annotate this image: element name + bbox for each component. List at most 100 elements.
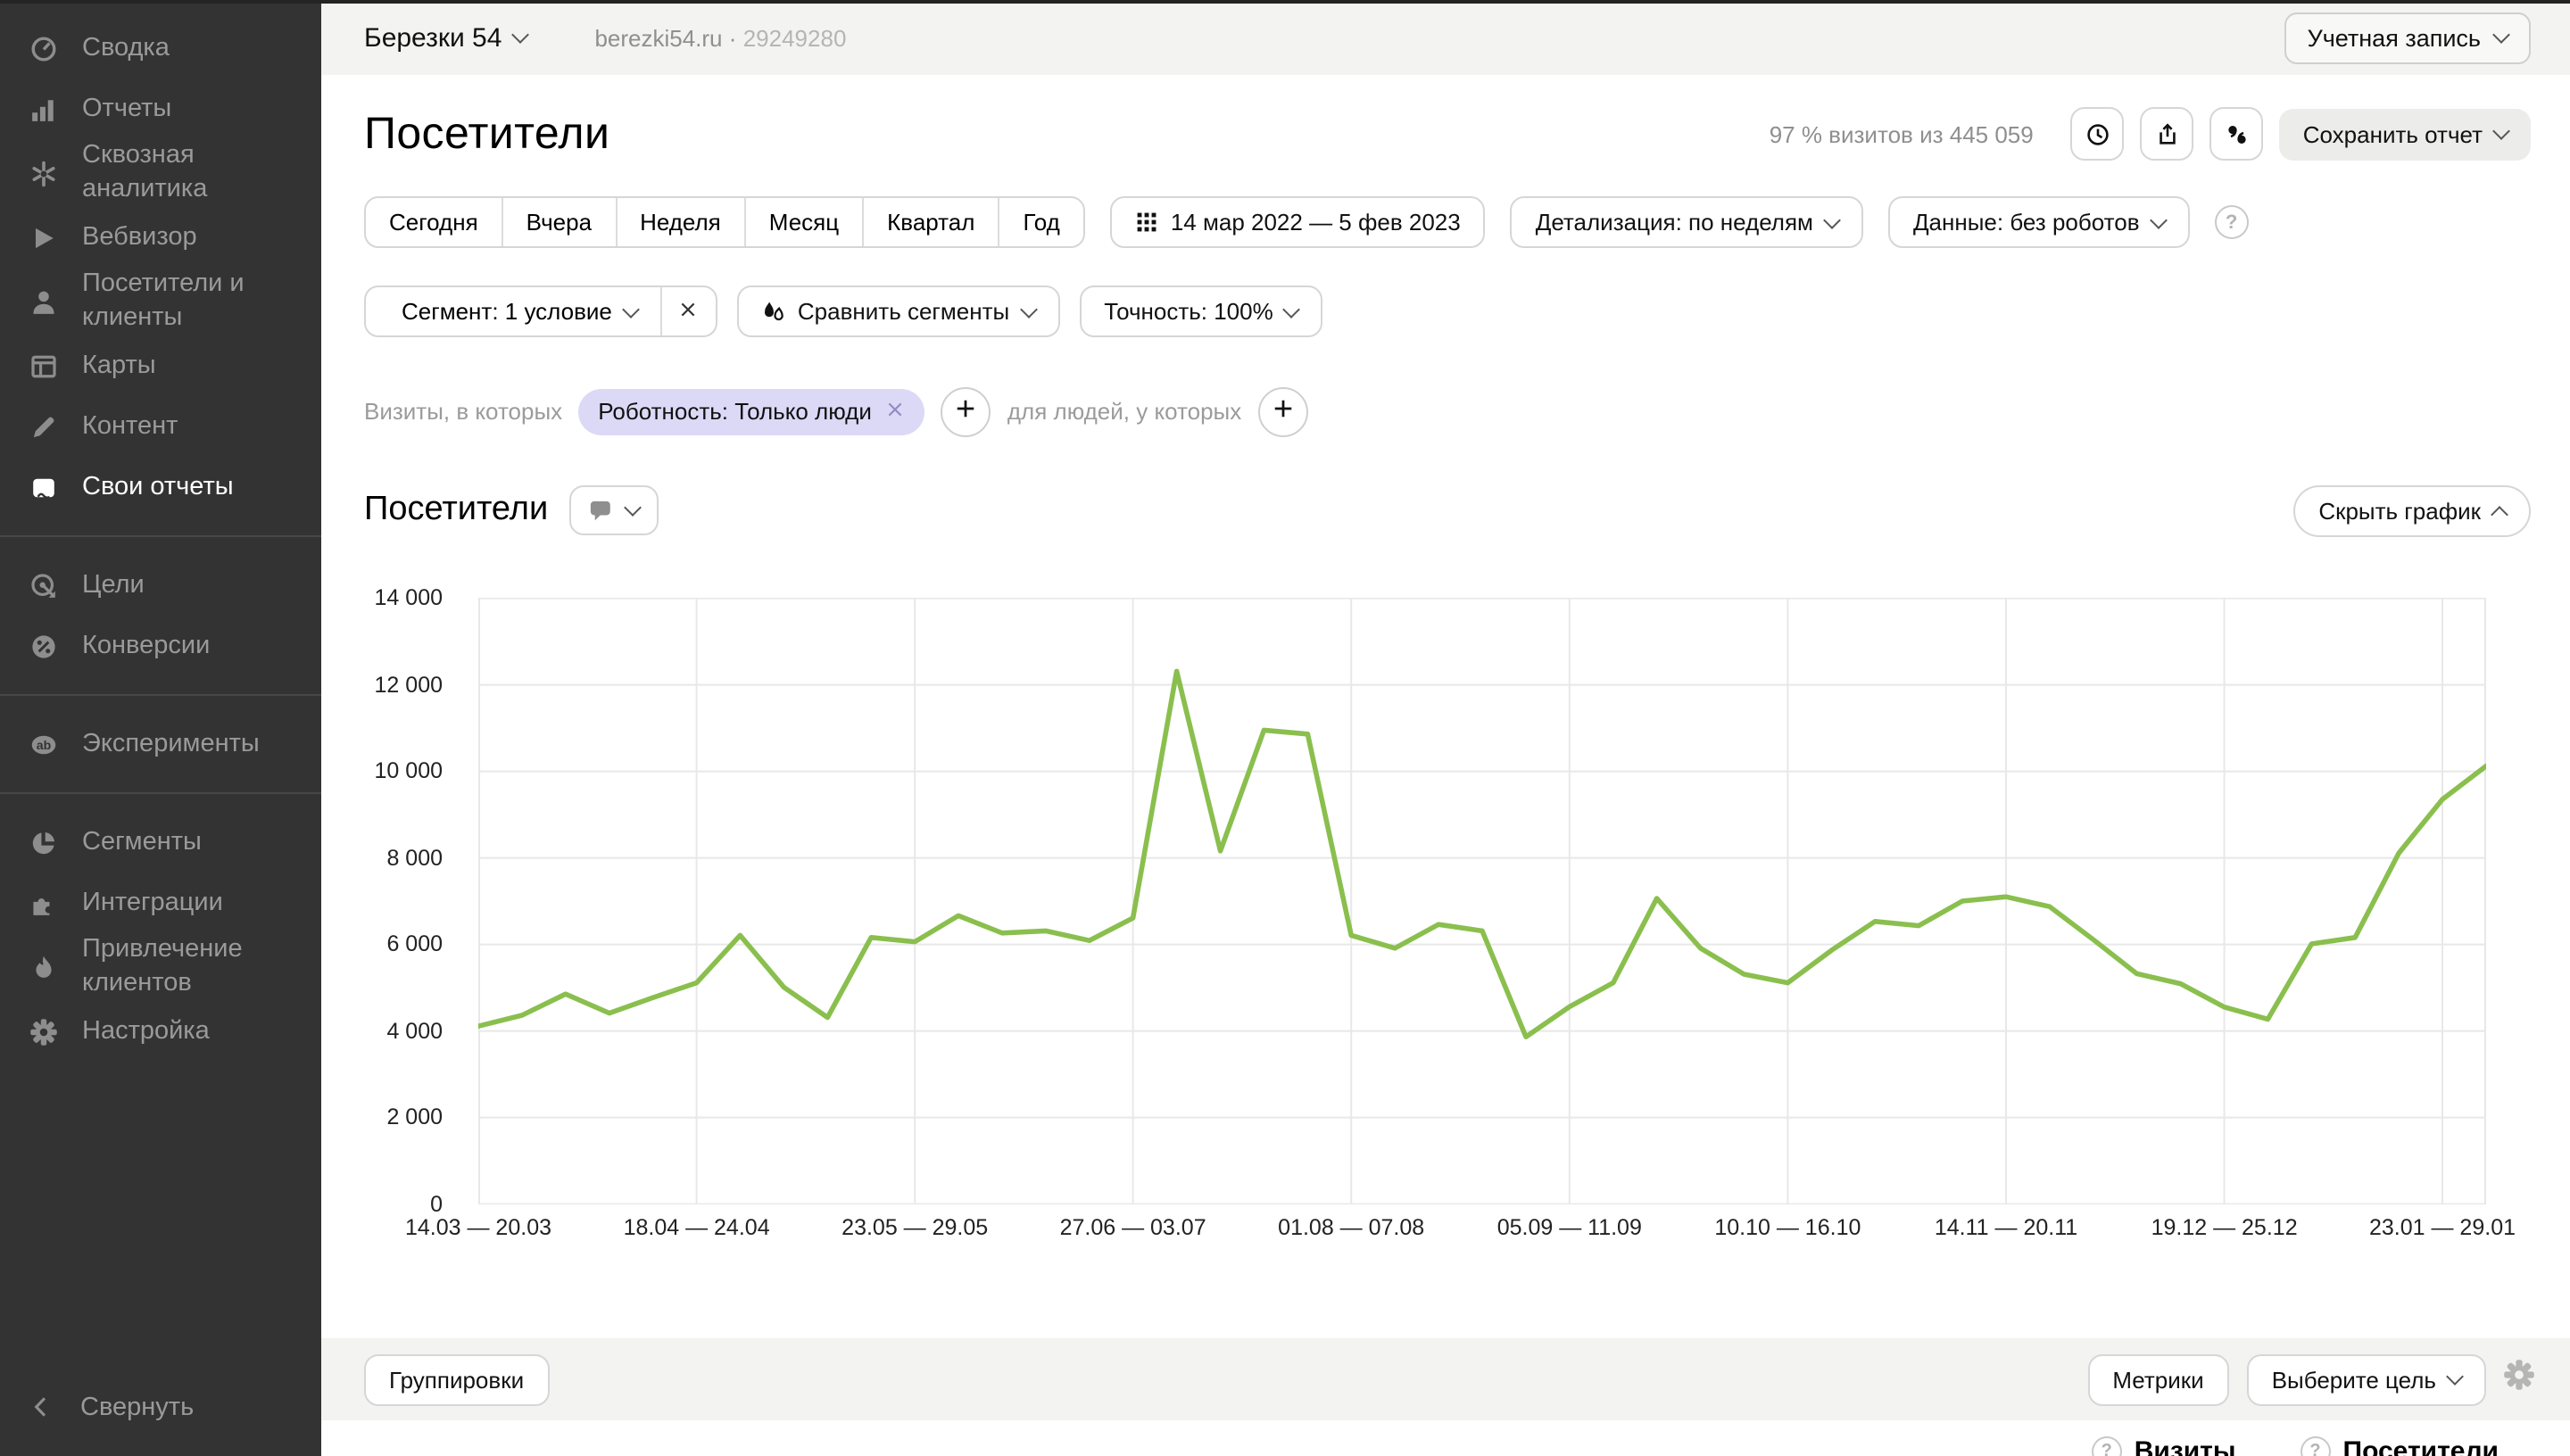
gear-icon (27, 1015, 59, 1047)
x-axis-label: 14.03 — 20.03 (404, 1215, 552, 1240)
sidebar-item-webvisor[interactable]: Вебвизор (0, 207, 321, 268)
x-axis-label: 01.08 — 07.08 (1278, 1215, 1425, 1240)
pie-icon (27, 826, 59, 858)
x-axis-label: 27.06 — 03.07 (1059, 1215, 1206, 1240)
y-axis-label: 12 000 (374, 672, 443, 697)
robots-filter-chip[interactable]: Роботность: Только люди (578, 388, 925, 434)
sidebar-item-content[interactable]: Контент (0, 396, 321, 457)
sidebar-item-reports[interactable]: Отчеты (0, 79, 321, 139)
compare-segments-label: Сравнить сегменты (797, 298, 1010, 325)
sidebar: Сводка Отчеты Сквозная аналитика Вебвизор По… (0, 0, 321, 1456)
sidebar-item-cross-analytics[interactable]: Сквозная аналитика (0, 139, 321, 207)
detail-dropdown[interactable]: Детализация: по неделям (1510, 196, 1863, 248)
pencil-icon (27, 410, 59, 443)
sidebar-item-settings[interactable]: Настройка (0, 1001, 321, 1062)
period-tabs: Сегодня Вчера Неделя Месяц Квартал Год (364, 196, 1085, 248)
segment-dropdown[interactable]: Сегмент: 1 условие (366, 287, 660, 335)
column-header-visits[interactable]: ? Визиты (2091, 1436, 2236, 1456)
sidebar-item-integrations[interactable]: Интеграции (0, 873, 321, 933)
people-condition-label: для людей, у которых (1007, 398, 1242, 425)
sidebar-item-label: Сводка (82, 33, 170, 62)
counter-switcher[interactable]: Березки 54 (364, 22, 530, 53)
tab-period-today[interactable]: Сегодня (389, 209, 478, 236)
segment-clear-button[interactable] (659, 287, 716, 335)
y-axis-label: 2 000 (386, 1104, 443, 1129)
add-visit-condition-button[interactable] (941, 386, 991, 436)
tab-period-yesterday[interactable]: Вчера (501, 198, 615, 246)
counter-meta: berezki54.ru · 29249280 (594, 24, 846, 51)
separator-dot: · (728, 24, 737, 51)
visits-condition-label: Визиты, в которых (364, 398, 563, 425)
segment-control: Сегмент: 1 условие (364, 285, 717, 337)
compare-segments-dropdown[interactable]: Сравнить сегменты (736, 285, 1060, 337)
chart-plot-area[interactable] (476, 597, 2489, 1205)
sidebar-item-visitors-clients[interactable]: Посетители и клиенты (0, 268, 321, 335)
tab-period-week[interactable]: Неделя (615, 198, 744, 246)
robots-chip-label: Роботность: Только люди (598, 398, 872, 425)
column-header-visitors[interactable]: ? Посетители (2300, 1436, 2499, 1456)
sidebar-divider (0, 792, 321, 794)
x-axis-label: 14.11 — 20.11 (1934, 1215, 2078, 1240)
sidebar-item-label: Свои отчеты (82, 472, 234, 500)
groupings-button[interactable]: Группировки (364, 1353, 550, 1405)
history-button[interactable] (2070, 107, 2125, 161)
chevron-down-icon (511, 26, 530, 44)
quotes-icon (2226, 122, 2249, 145)
date-range-label: 14 мар 2022 — 5 фев 2023 (1170, 209, 1461, 236)
y-axis-label: 0 (430, 1191, 443, 1216)
compare-quotes-button[interactable] (2209, 107, 2264, 161)
x-axis-label: 18.04 — 24.04 (623, 1215, 770, 1240)
topbar: Березки 54 berezki54.ru · 29249280 Учетн… (321, 0, 2570, 75)
sidebar-item-segments[interactable]: Сегменты (0, 812, 321, 873)
sidebar-item-conversions[interactable]: Конверсии (0, 616, 321, 676)
table-settings-gear-icon[interactable] (2504, 1360, 2534, 1399)
help-icon[interactable]: ? (2214, 205, 2249, 239)
detail-label: Детализация: по неделям (1535, 209, 1813, 236)
sidebar-item-summary[interactable]: Сводка (0, 18, 321, 79)
header-actions: 97 % визитов из 445 059 Сохранить отчет (1770, 107, 2531, 161)
sidebar-item-maps[interactable]: Карты (0, 335, 321, 396)
choose-goal-dropdown[interactable]: Выберите цель (2246, 1353, 2486, 1405)
table-header-row: ? Визиты ? Посетители (321, 1436, 2570, 1456)
x-axis-label: 23.01 — 29.01 (2368, 1215, 2516, 1240)
sidebar-item-custom-reports[interactable]: Свои отчеты (0, 457, 321, 517)
hide-chart-button[interactable]: Скрыть график (2293, 484, 2531, 536)
date-range-button[interactable]: 14 мар 2022 — 5 фев 2023 (1109, 196, 1486, 248)
tab-period-quarter[interactable]: Квартал (862, 198, 998, 246)
counter-name: Березки 54 (364, 22, 502, 53)
data-mode-dropdown[interactable]: Данные: без роботов (1887, 196, 2190, 248)
sidebar-item-label: Эксперименты (82, 729, 260, 757)
counter-domain: berezki54.ru (594, 24, 723, 51)
clock-icon (2086, 122, 2110, 145)
save-report-label: Сохранить отчет (2302, 120, 2483, 147)
sidebar-collapse-button[interactable]: Свернуть (0, 1381, 215, 1435)
x-axis-label: 10.10 — 16.10 (1714, 1215, 1861, 1240)
help-icon: ? (2091, 1436, 2122, 1456)
sidebar-item-label: Настройка (82, 1016, 210, 1045)
sidebar-item-experiments[interactable]: ab Эксперименты (0, 714, 321, 774)
tab-period-year[interactable]: Год (998, 198, 1082, 246)
chevron-down-icon (624, 499, 642, 517)
chevron-down-icon (1282, 300, 1301, 318)
sidebar-item-acquisition[interactable]: Привлечение клиентов (0, 933, 321, 1001)
chart-svg (476, 597, 2489, 1205)
export-button[interactable] (2140, 107, 2194, 161)
tab-period-month[interactable]: Месяц (743, 198, 862, 246)
sidebar-item-goals[interactable]: Цели (0, 555, 321, 616)
flame-icon (27, 951, 59, 983)
help-icon: ? (2300, 1436, 2331, 1456)
metrics-button[interactable]: Метрики (2087, 1353, 2229, 1405)
add-people-condition-button[interactable] (1257, 386, 1308, 436)
export-icon (2156, 122, 2179, 145)
accuracy-dropdown[interactable]: Точность: 100% (1079, 285, 1323, 337)
y-axis-label: 14 000 (374, 585, 443, 610)
save-report-button[interactable]: Сохранить отчет (2279, 108, 2531, 160)
sidebar-item-label: Сегменты (82, 827, 202, 856)
account-button[interactable]: Учетная запись (2284, 12, 2531, 63)
sidebar-collapse-label: Свернуть (80, 1394, 195, 1422)
chevron-down-icon (1019, 300, 1038, 318)
ab-icon: ab (27, 728, 59, 760)
comments-dropdown[interactable] (569, 485, 659, 535)
sidebar-item-label: Посетители и клиенты (82, 269, 245, 332)
y-axis-label: 8 000 (386, 845, 443, 870)
